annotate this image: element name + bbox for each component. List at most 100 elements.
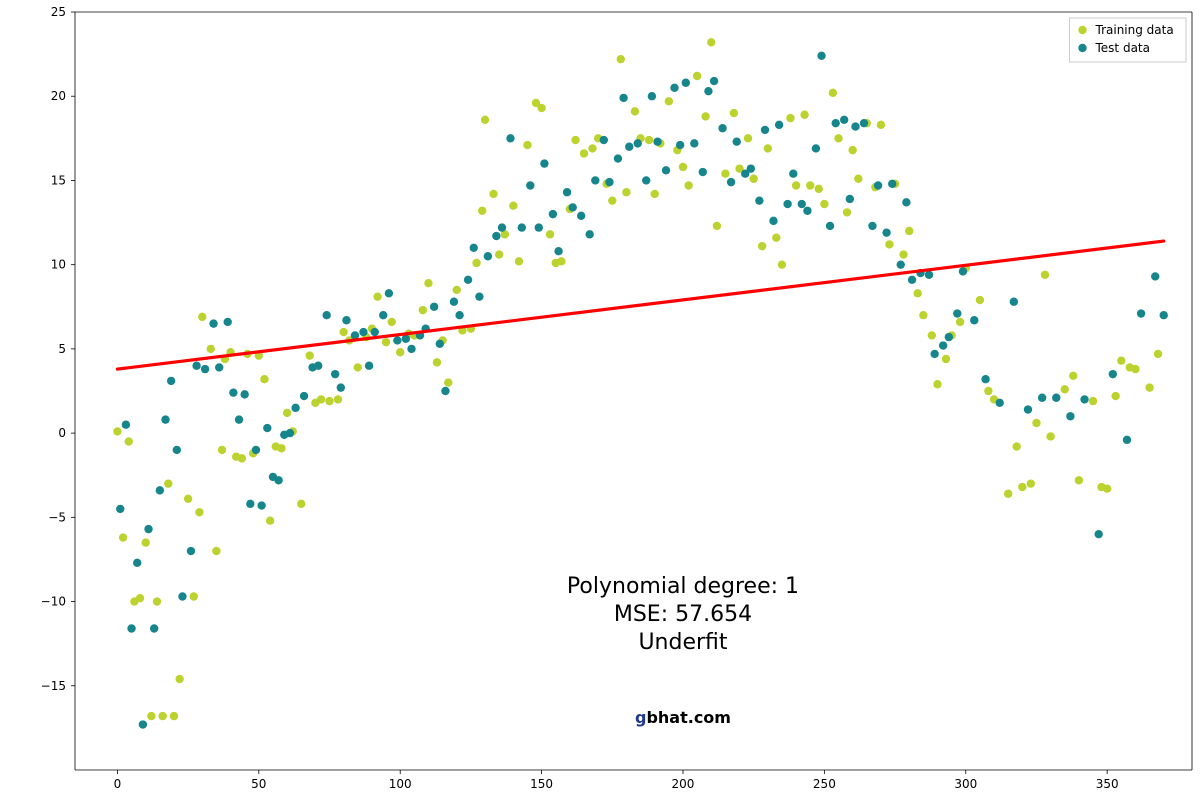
- point: [778, 260, 786, 268]
- point: [1154, 350, 1162, 358]
- annotation-line: Polynomial degree: 1: [567, 574, 799, 599]
- point: [792, 181, 800, 189]
- legend-label: Test data: [1095, 41, 1150, 55]
- point: [190, 592, 198, 600]
- point: [1123, 436, 1131, 444]
- point: [851, 122, 859, 130]
- point: [569, 203, 577, 211]
- point: [843, 208, 851, 216]
- point: [820, 200, 828, 208]
- point: [806, 181, 814, 189]
- point: [919, 311, 927, 319]
- point: [617, 55, 625, 63]
- point: [733, 138, 741, 146]
- watermark-part: g: [635, 708, 646, 727]
- point: [122, 420, 130, 428]
- point: [359, 328, 367, 336]
- point: [291, 404, 299, 412]
- point: [139, 720, 147, 728]
- point: [492, 232, 500, 240]
- point: [184, 495, 192, 503]
- point: [930, 350, 938, 358]
- point: [419, 306, 427, 314]
- point: [699, 168, 707, 176]
- point: [388, 318, 396, 326]
- point: [158, 712, 166, 720]
- point: [631, 107, 639, 115]
- point: [153, 597, 161, 605]
- point: [472, 259, 480, 267]
- point: [1094, 530, 1102, 538]
- point: [266, 517, 274, 525]
- point: [540, 159, 548, 167]
- point: [263, 424, 271, 432]
- y-tick-label: 10: [51, 258, 66, 272]
- point: [144, 525, 152, 533]
- point: [956, 318, 964, 326]
- chart-svg: 050100150200250300350−15−10−50510152025P…: [0, 0, 1200, 800]
- point: [905, 227, 913, 235]
- point: [178, 592, 186, 600]
- point: [382, 338, 390, 346]
- point: [868, 222, 876, 230]
- point: [277, 444, 285, 452]
- point: [885, 240, 893, 248]
- point: [195, 508, 203, 516]
- point: [642, 176, 650, 184]
- point: [127, 624, 135, 632]
- point: [396, 348, 404, 356]
- point: [252, 446, 260, 454]
- y-tick-label: 25: [51, 5, 66, 19]
- point: [1117, 356, 1125, 364]
- point: [984, 387, 992, 395]
- point: [653, 138, 661, 146]
- legend-label: Training data: [1095, 23, 1174, 37]
- point: [450, 298, 458, 306]
- point: [1131, 365, 1139, 373]
- watermark-part: bhat.com: [646, 708, 731, 727]
- point: [840, 116, 848, 124]
- point: [518, 223, 526, 231]
- point: [798, 200, 806, 208]
- point: [902, 198, 910, 206]
- point: [662, 166, 670, 174]
- point: [306, 351, 314, 359]
- point: [546, 230, 554, 238]
- point: [803, 207, 811, 215]
- point: [444, 378, 452, 386]
- point: [257, 501, 265, 509]
- point: [430, 303, 438, 311]
- point: [928, 331, 936, 339]
- point: [826, 222, 834, 230]
- point: [860, 119, 868, 127]
- x-tick-label: 250: [813, 777, 836, 791]
- point: [322, 311, 330, 319]
- x-tick-label: 150: [530, 777, 553, 791]
- point: [888, 180, 896, 188]
- point: [1109, 370, 1117, 378]
- point: [224, 318, 232, 326]
- point: [212, 547, 220, 555]
- point: [481, 116, 489, 124]
- point: [342, 316, 350, 324]
- point: [238, 454, 246, 462]
- point: [684, 181, 692, 189]
- x-tick-label: 300: [954, 777, 977, 791]
- point: [769, 217, 777, 225]
- point: [939, 341, 947, 349]
- point: [1069, 372, 1077, 380]
- point: [515, 257, 523, 265]
- point: [645, 136, 653, 144]
- y-tick-label: 0: [58, 426, 66, 440]
- annotation-line: MSE: 57.654: [614, 602, 752, 627]
- point: [373, 292, 381, 300]
- point: [755, 196, 763, 204]
- point: [229, 388, 237, 396]
- point: [297, 500, 305, 508]
- point: [758, 242, 766, 250]
- point: [1046, 432, 1054, 440]
- point: [371, 328, 379, 336]
- point: [125, 437, 133, 445]
- point: [260, 375, 268, 383]
- x-tick-label: 350: [1096, 777, 1119, 791]
